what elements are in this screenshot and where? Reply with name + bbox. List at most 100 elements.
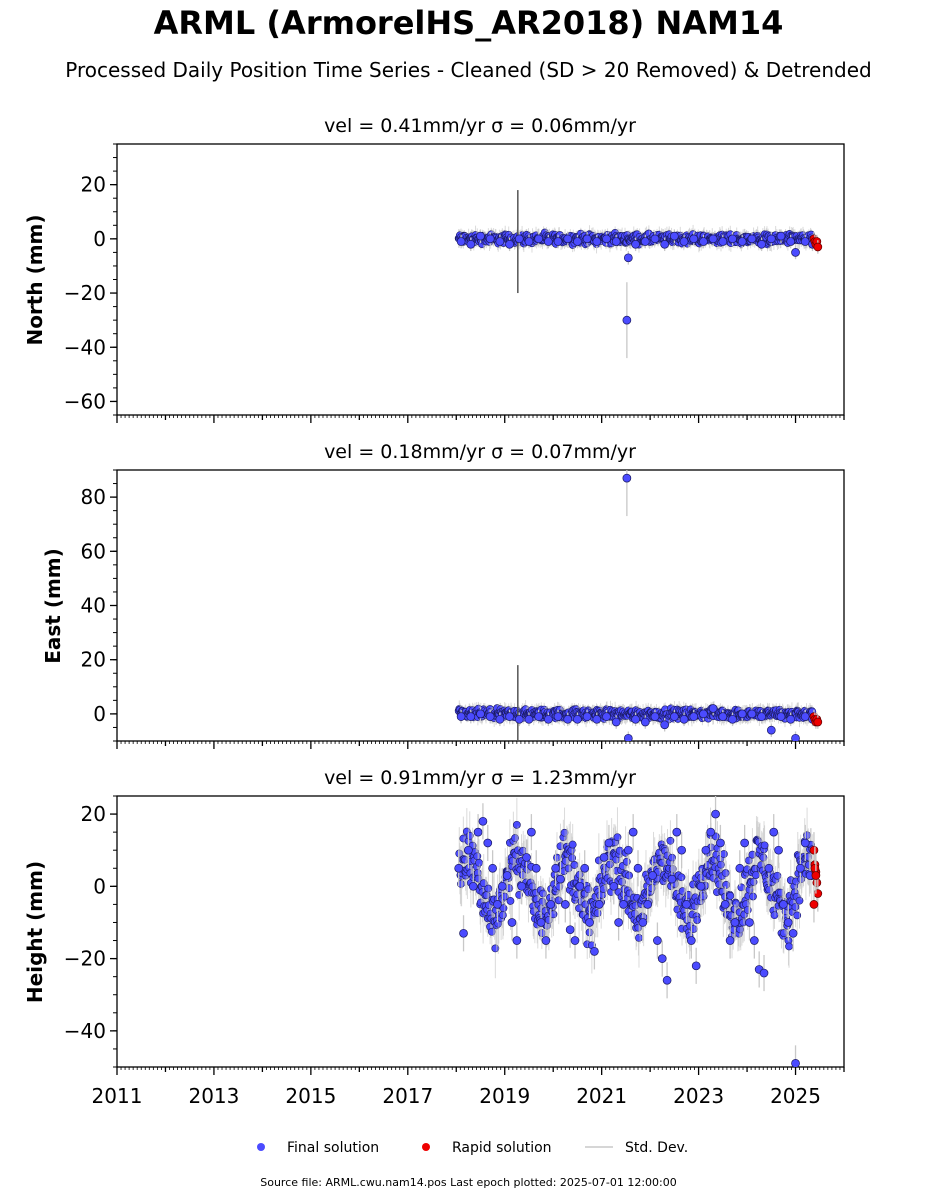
height-final-point (759, 968, 769, 978)
east-final-point (495, 714, 505, 724)
height-cloud-point (693, 916, 702, 924)
height-final-point (628, 827, 638, 837)
height-final-point (623, 845, 633, 855)
height-x-tick-label: 2017 (382, 1084, 433, 1108)
height-final-point (691, 961, 701, 971)
north-plot-frame (116, 143, 845, 416)
height-rapid-point (812, 878, 822, 888)
north-y-tick-label: 0 (93, 227, 106, 251)
height-rapid-point (813, 889, 823, 898)
north-final-point (553, 237, 563, 246)
height-final-point (725, 936, 735, 945)
height-cloud-point (751, 871, 760, 879)
height-final-point (560, 900, 570, 909)
height-y-tick-label: −40 (64, 1019, 106, 1043)
east-y-tick-label: 60 (81, 539, 106, 563)
north-final-point (622, 315, 632, 325)
north-final-point (505, 239, 514, 249)
height-x-tick-label: 2025 (770, 1084, 821, 1108)
height-x-tick-label: 2019 (479, 1084, 530, 1108)
east-final-point (514, 714, 524, 724)
east-y-tick-label: 0 (93, 702, 106, 726)
height-cloud-point (791, 903, 800, 911)
source-footer: Source file: ARML.cwu.nam14.pos Last epo… (260, 1176, 677, 1189)
height-final-point (653, 936, 662, 945)
height-x-tick-label: 2015 (285, 1084, 336, 1108)
height-final-point (594, 900, 604, 909)
height-final-point (478, 816, 488, 826)
north-final-point (544, 237, 553, 246)
east-panel-title: vel = 0.18mm/yr σ = 0.07mm/yr (324, 441, 636, 463)
height-final-point (769, 827, 779, 837)
height-cloud-point (554, 896, 563, 905)
height-final-point (522, 853, 531, 862)
height-cloud-point (568, 854, 577, 862)
height-final-point (497, 881, 507, 891)
east-final-point (791, 733, 800, 741)
height-cloud-point (770, 911, 779, 920)
north-final-point (573, 237, 582, 246)
north-final-point (737, 237, 747, 246)
legend-stddev-label: Std. Dev. (625, 1140, 688, 1156)
east-final-point (631, 714, 640, 724)
north-final-point (786, 237, 796, 246)
height-final-point (551, 863, 560, 873)
height-final-point (609, 881, 619, 891)
north-final-point (689, 234, 699, 244)
north-final-point (776, 231, 786, 241)
height-final-point (657, 954, 667, 963)
north-panel: 20 0 −20 −40 −60 (64, 143, 845, 423)
height-final-point (536, 918, 546, 927)
north-final-point (670, 231, 679, 241)
east-final-point (534, 712, 544, 721)
east-final-point (757, 712, 766, 721)
north-plot-area (454, 190, 823, 359)
north-final-point (602, 234, 611, 244)
height-y-axis-label: Height (mm) (23, 861, 47, 1003)
east-final-point (679, 714, 689, 724)
north-final-point (699, 237, 708, 246)
height-panel-title: vel = 0.91mm/yr σ = 1.23mm/yr (324, 767, 636, 789)
height-final-point (531, 863, 541, 873)
east-final-point (563, 714, 573, 724)
north-final-point (718, 237, 728, 246)
north-rapid-point (813, 242, 823, 252)
height-final-point (800, 838, 810, 848)
east-final-point (592, 714, 602, 724)
north-final-point (640, 237, 650, 246)
height-final-point (590, 947, 599, 956)
legend-rapid-label: Rapid solution (452, 1140, 552, 1156)
height-final-point (788, 928, 798, 938)
north-final-point (660, 239, 670, 249)
east-final-point (786, 714, 796, 724)
east-panel: 80 60 40 20 0 (81, 469, 845, 749)
height-cloud-point (773, 871, 782, 880)
east-final-point (728, 714, 737, 724)
east-y-axis-label: East (mm) (41, 548, 65, 664)
north-y-tick-label: −20 (64, 281, 106, 305)
east-rapid-point (813, 717, 823, 727)
height-final-point (774, 845, 783, 855)
height-final-point (643, 900, 653, 909)
north-y-tick-label: 20 (81, 173, 106, 197)
height-final-point (512, 936, 522, 945)
height-cloud-point (795, 896, 804, 905)
east-final-point (623, 733, 633, 741)
height-x-tick-label: 2021 (576, 1084, 627, 1108)
height-final-point (633, 863, 643, 873)
east-plot-area (454, 470, 823, 741)
east-final-point (611, 717, 621, 727)
height-final-point (791, 1059, 800, 1067)
height-final-point (483, 838, 493, 848)
height-final-point (502, 871, 512, 880)
height-plot-area (454, 796, 823, 1067)
height-y-tick-label: 20 (81, 802, 106, 826)
height-final-point (468, 881, 478, 891)
north-final-point (757, 239, 766, 249)
east-final-point (573, 714, 582, 724)
east-y-tick-label: 40 (81, 594, 106, 618)
height-rapid-point (810, 863, 820, 873)
height-cloud-point (785, 942, 793, 951)
